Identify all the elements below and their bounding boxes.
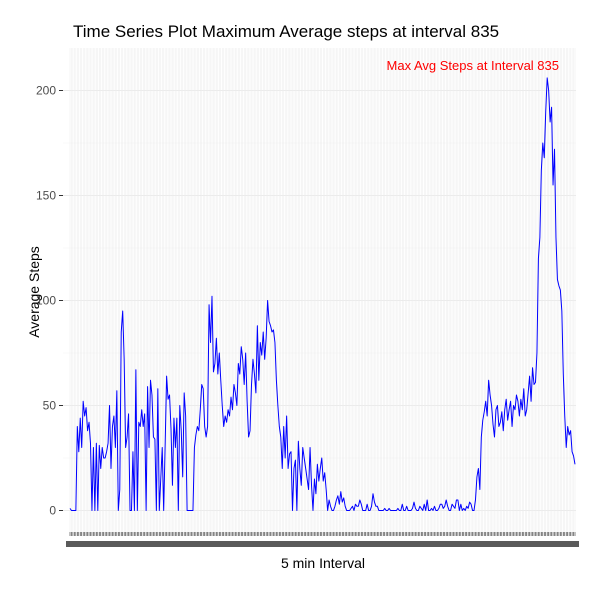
- y-tick-label: 100: [36, 294, 56, 308]
- plot-panel: [63, 48, 576, 532]
- y-tick-label: 150: [36, 189, 56, 203]
- y-tick-label: 50: [43, 399, 57, 413]
- x-tick-labels-overprinted: [66, 541, 579, 547]
- x-axis: [66, 532, 579, 547]
- chart-title: Time Series Plot Maximum Average steps a…: [73, 22, 500, 41]
- x-axis-title: 5 min Interval: [281, 555, 365, 571]
- series-layer: [69, 77, 576, 511]
- y-axis: 0 50 100 150 200: [36, 84, 63, 518]
- annotation-layer: Max Avg Steps at Interval 835: [387, 58, 559, 73]
- y-tick-label: 0: [49, 504, 56, 518]
- y-tick-label: 200: [36, 84, 56, 98]
- y-axis-title: Average Steps: [26, 246, 42, 338]
- series-line-average-steps: [69, 77, 576, 511]
- annotation-max-label: Max Avg Steps at Interval 835: [387, 58, 559, 73]
- grid-layer: [63, 48, 576, 532]
